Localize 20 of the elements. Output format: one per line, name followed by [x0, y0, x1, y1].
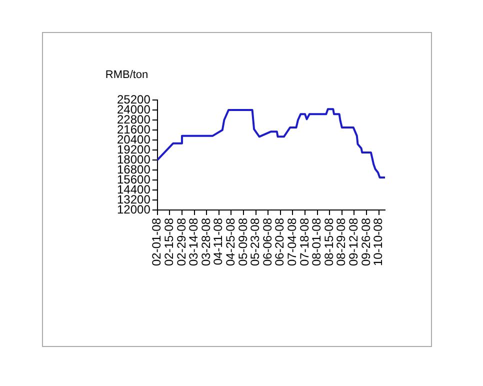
x-tick-label: 04-25-08: [224, 218, 238, 266]
x-tick-label: 08-29-08: [334, 218, 348, 266]
x-tick-label: 02-01-08: [150, 218, 164, 266]
x-tick-label: 08-01-08: [310, 218, 324, 266]
x-tick-label: 02-29-08: [174, 218, 188, 266]
x-tick-label: 03-14-08: [186, 218, 201, 266]
x-tick-label: 05-23-08: [248, 218, 262, 266]
x-tick-label: 09-26-08: [358, 218, 373, 266]
x-tick-label: 09-12-08: [346, 218, 361, 266]
x-tick-label: 06-20-08: [272, 218, 287, 266]
x-tick-label: 03-28-08: [198, 218, 213, 266]
x-tick-label: 07-04-08: [285, 218, 300, 266]
x-tick-label: 06-06-08: [260, 218, 274, 266]
x-tick-label: 02-15-08: [162, 218, 176, 266]
x-tick-label: 07-18-08: [297, 218, 312, 266]
x-tick-label: 10-10-08: [371, 218, 386, 266]
y-axis-title: RMB/ton: [105, 69, 148, 81]
x-tick-label: 08-15-08: [322, 218, 336, 266]
x-tick-label: 04-11-08: [211, 218, 226, 266]
x-tick-label: 05-09-08: [236, 218, 250, 266]
